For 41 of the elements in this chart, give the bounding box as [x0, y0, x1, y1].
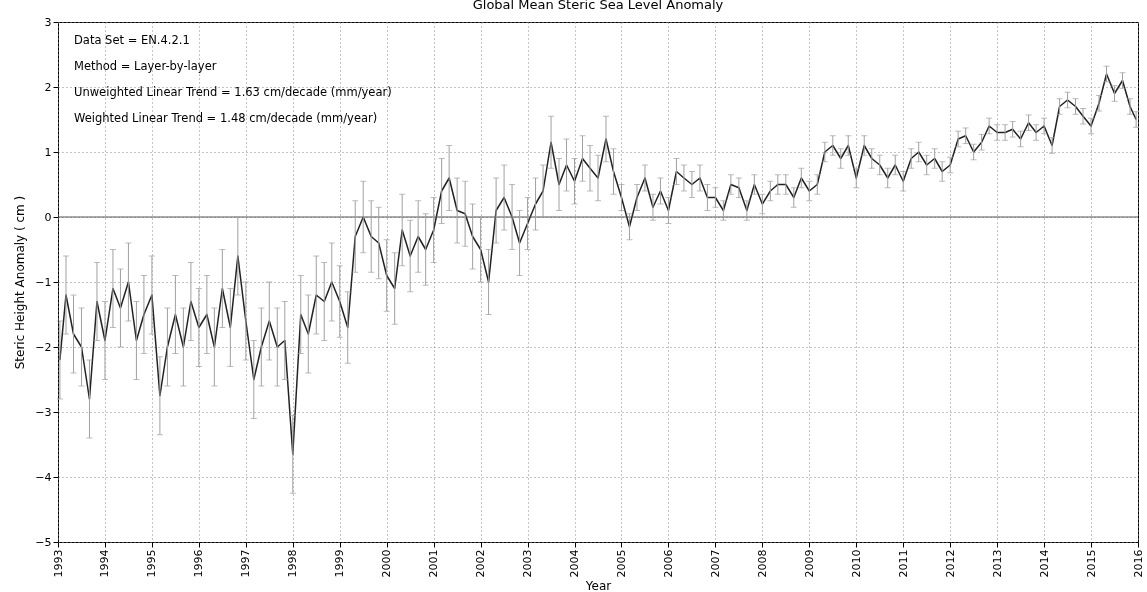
x-tick-label: 2005 — [614, 549, 628, 578]
x-tick-label: 2000 — [380, 549, 394, 578]
x-tick-label: 2012 — [943, 549, 957, 578]
x-tick-label: 2004 — [568, 549, 582, 578]
x-tick-label: 2015 — [1084, 549, 1098, 578]
x-tick-label: 2007 — [708, 549, 722, 578]
x-tick-label: 1993 — [51, 549, 65, 578]
x-tick-label: 1997 — [239, 549, 253, 578]
x-tick-label: 2002 — [474, 549, 488, 578]
y-tick-label: −4 — [35, 470, 52, 484]
x-tick-label: 2008 — [755, 549, 769, 578]
x-tick-label: 2011 — [896, 549, 910, 578]
x-tick-label: 2016 — [1131, 549, 1145, 578]
x-axis-title: Year — [584, 579, 612, 592]
annotation: Method = Layer-by-layer — [74, 59, 217, 73]
y-tick-label: 0 — [44, 210, 52, 224]
x-tick-label: 2013 — [990, 549, 1004, 578]
chart-title: Global Mean Steric Sea Level Anomaly — [472, 0, 724, 12]
x-tick-label: 2001 — [427, 549, 441, 578]
annotation: Weighted Linear Trend = 1.48 cm/decade (mm/year) — [74, 111, 378, 125]
x-tick-label: 1994 — [98, 549, 112, 578]
x-tick-label: 2009 — [802, 549, 816, 578]
x-tick-label: 1996 — [192, 549, 206, 578]
y-tick-label: −3 — [35, 405, 52, 419]
y-tick-label: 3 — [44, 15, 52, 29]
line-series — [59, 73, 1137, 455]
x-tick-label: 2010 — [849, 549, 863, 578]
annotation: Data Set = EN.4.2.1 — [74, 33, 190, 47]
x-tick-label: 2003 — [521, 549, 535, 578]
x-tick-label: 2014 — [1037, 549, 1051, 578]
y-axis-title: Steric Height Anomaly ( cm ) — [13, 195, 28, 370]
y-tick-label: −2 — [35, 340, 52, 354]
x-tick-label: 1998 — [286, 549, 300, 578]
y-tick-label: −1 — [35, 275, 52, 289]
x-tick-label: 1995 — [145, 549, 159, 578]
annotation: Unweighted Linear Trend = 1.63 cm/decade (mm/year) — [74, 85, 392, 99]
x-tick-label: 2006 — [661, 549, 675, 578]
y-tick-label: 2 — [44, 80, 52, 94]
x-tick-label: 1999 — [333, 549, 347, 578]
y-tick-label: 1 — [44, 145, 52, 159]
y-tick-label: −5 — [35, 535, 52, 549]
